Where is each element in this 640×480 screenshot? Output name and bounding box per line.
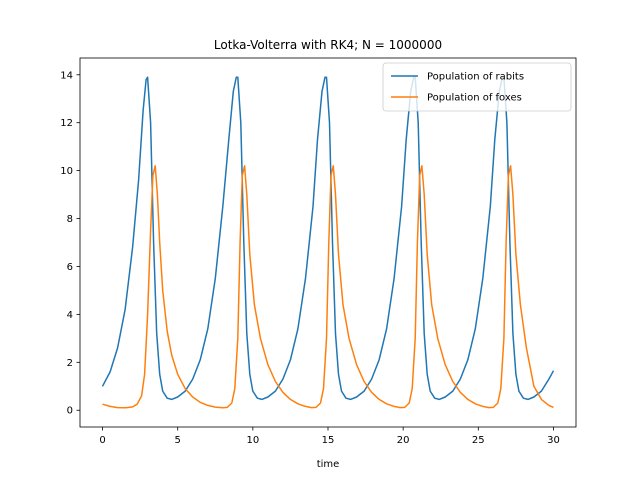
- x-tick-label: 15: [322, 435, 335, 446]
- x-axis: 0 5 10 15 20 25 30: [99, 427, 560, 446]
- y-axis: 0 2 4 6 8 10 12 14: [60, 70, 80, 417]
- plot-area: [101, 76, 555, 409]
- y-tick-label: 14: [60, 70, 73, 81]
- x-axis-label: time: [317, 459, 340, 470]
- y-tick-label: 10: [60, 166, 73, 177]
- x-tick-label: 10: [246, 435, 259, 446]
- x-tick-label: 0: [99, 435, 105, 446]
- legend-label-1: Population of foxes: [427, 93, 522, 104]
- y-tick-label: 6: [67, 262, 73, 273]
- legend-box: [382, 62, 572, 112]
- series-line-1: [102, 165, 554, 409]
- legend: Population of rabits Population of foxes: [382, 62, 572, 112]
- y-tick-label: 2: [67, 358, 73, 369]
- x-tick-label: 5: [175, 435, 181, 446]
- x-tick-label: 20: [397, 435, 410, 446]
- x-tick-label: 30: [547, 435, 560, 446]
- legend-label-0: Population of rabits: [427, 72, 524, 83]
- y-tick-label: 4: [67, 310, 73, 321]
- x-tick-label: 25: [472, 435, 485, 446]
- series-line-0: [101, 76, 555, 401]
- y-tick-label: 8: [67, 214, 73, 225]
- y-tick-label: 0: [67, 406, 73, 417]
- y-tick-label: 12: [60, 118, 73, 129]
- chart-title: Lotka-Volterra with RK4; N = 1000000: [214, 38, 442, 52]
